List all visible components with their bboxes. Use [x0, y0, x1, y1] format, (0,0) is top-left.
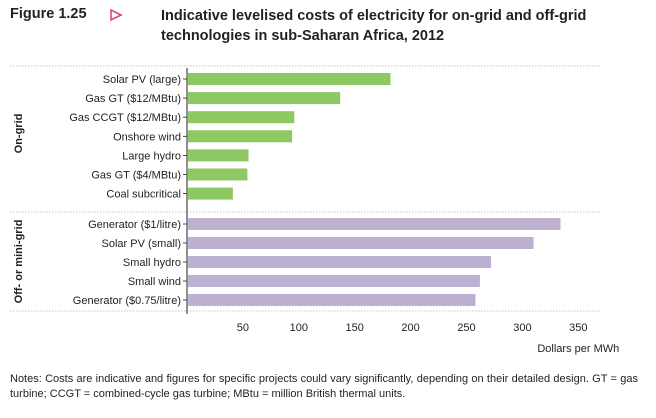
category-label: Small hydro: [123, 257, 181, 269]
x-tick-label: 300: [513, 322, 531, 334]
bar: [188, 92, 341, 105]
category-label: Small wind: [128, 276, 181, 288]
bar: [188, 168, 248, 181]
figure-title: Indicative levelised costs of electricit…: [161, 8, 587, 44]
bar: [188, 187, 233, 200]
x-axis-title: Dollars per MWh: [537, 343, 619, 355]
x-tick-label: 150: [346, 322, 364, 334]
x-tick-label: 100: [290, 322, 308, 334]
x-tick-label: 200: [401, 322, 419, 334]
category-label: Generator ($0.75/litre): [73, 295, 181, 307]
figure-notes: Notes: Costs are indicative and figures …: [10, 373, 638, 400]
group-label: Off- or mini-grid: [13, 220, 25, 304]
x-tick-label: 50: [237, 322, 249, 334]
category-label: Onshore wind: [113, 131, 181, 143]
category-label: Gas CCGT ($12/MBtu): [69, 112, 181, 124]
x-tick-label: 350: [569, 322, 587, 334]
figure-arrow-icon: [110, 8, 123, 22]
bar: [188, 149, 249, 162]
category-label: Solar PV (small): [102, 238, 181, 250]
bar: [188, 73, 391, 85]
bar: [188, 111, 295, 124]
category-label: Large hydro: [122, 150, 181, 162]
group-label: On-grid: [13, 114, 25, 154]
bar: [188, 218, 561, 230]
category-label: Coal subcritical: [106, 189, 181, 201]
category-label: Gas GT ($12/MBtu): [85, 93, 181, 105]
x-tick-label: 250: [457, 322, 475, 334]
bar: [188, 275, 480, 287]
figure-number: Figure 1.25: [10, 6, 87, 22]
bar: [188, 130, 293, 143]
bar: [188, 237, 534, 249]
category-label: Gas GT ($4/MBtu): [91, 170, 181, 182]
category-label: Solar PV (large): [103, 74, 181, 86]
bar: [188, 256, 492, 268]
category-label: Generator ($1/litre): [88, 219, 181, 231]
bar: [188, 294, 476, 306]
